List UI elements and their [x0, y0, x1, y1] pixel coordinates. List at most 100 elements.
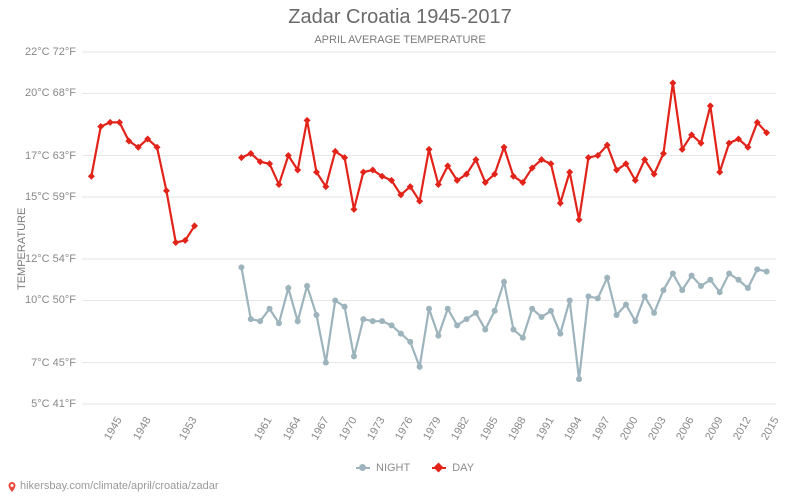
data-point [107, 119, 114, 126]
data-point [435, 333, 441, 339]
series-line [91, 83, 766, 242]
data-point [539, 314, 545, 320]
data-point [426, 146, 433, 153]
source-footer: hikersbay.com/climate/april/croatia/zada… [6, 480, 218, 492]
data-point [595, 295, 601, 301]
data-point [642, 293, 648, 299]
data-point [285, 285, 291, 291]
data-point [604, 275, 610, 281]
data-point [445, 306, 451, 312]
data-point [632, 318, 638, 324]
data-point [360, 169, 367, 176]
x-tick-label: 1970 [337, 415, 360, 442]
data-point [407, 339, 413, 345]
x-tick-label: 1979 [421, 415, 444, 442]
data-point [351, 353, 357, 359]
x-tick-label: 1973 [365, 415, 388, 442]
data-point [726, 140, 733, 147]
x-tick-label: 1961 [252, 415, 275, 442]
data-point [350, 206, 357, 213]
data-point [707, 102, 714, 109]
legend-swatch [432, 467, 446, 469]
data-point [323, 360, 329, 366]
x-tick-label: 1982 [449, 415, 472, 442]
data-point [689, 273, 695, 279]
data-point [379, 318, 385, 324]
data-point [172, 239, 179, 246]
data-point [238, 154, 245, 161]
data-point [754, 266, 760, 272]
x-tick-label: 1948 [131, 415, 154, 442]
data-point [388, 322, 394, 328]
x-tick-label: 1964 [281, 415, 304, 442]
chart-subtitle: APRIL AVERAGE TEMPERATURE [314, 34, 485, 46]
data-point [707, 277, 713, 283]
data-point [566, 169, 573, 176]
data-point [267, 306, 273, 312]
data-point [88, 173, 95, 180]
y-axis-label: TEMPERATURE [16, 208, 28, 290]
x-tick-label: 2003 [646, 415, 669, 442]
data-point [717, 289, 723, 295]
data-point [332, 297, 338, 303]
y-tick-label: 7°C 45°F [31, 357, 82, 369]
data-point [764, 268, 770, 274]
x-tick-label: 2006 [674, 415, 697, 442]
chart-title: Zadar Croatia 1945-2017 [288, 6, 511, 29]
data-point [651, 310, 657, 316]
temperature-chart: Zadar Croatia 1945-2017 APRIL AVERAGE TE… [0, 0, 800, 500]
data-point [492, 308, 498, 314]
source-url: hikersbay.com/climate/april/croatia/zada… [20, 480, 218, 492]
data-point [585, 293, 591, 299]
data-point [735, 277, 741, 283]
y-tick-label: 5°C 41°F [31, 398, 82, 410]
data-point [548, 308, 554, 314]
legend-swatch [356, 467, 370, 469]
data-point [266, 160, 273, 167]
data-point [473, 310, 479, 316]
data-point [398, 331, 404, 337]
data-point [585, 154, 592, 161]
data-point [501, 144, 508, 151]
y-tick-label: 20°C 68°F [25, 87, 82, 99]
legend-item: NIGHT [356, 462, 410, 474]
legend-item: DAY [432, 462, 474, 474]
data-point [304, 283, 310, 289]
y-tick-label: 12°C 54°F [25, 253, 82, 265]
data-point [276, 320, 282, 326]
data-point [576, 216, 583, 223]
data-point [248, 316, 254, 322]
data-point [275, 181, 282, 188]
data-point [370, 318, 376, 324]
x-tick-label: 1953 [177, 415, 200, 442]
x-tick-label: 1988 [506, 415, 529, 442]
data-point [510, 326, 516, 332]
x-tick-label: 2012 [731, 415, 754, 442]
data-point [482, 326, 488, 332]
data-point [623, 302, 629, 308]
y-tick-label: 15°C 59°F [25, 191, 82, 203]
data-point [417, 364, 423, 370]
data-point [679, 287, 685, 293]
data-point [257, 318, 263, 324]
data-point [576, 376, 582, 382]
data-point [313, 312, 319, 318]
data-point [670, 271, 676, 277]
data-point [163, 187, 170, 194]
data-point [557, 200, 564, 207]
data-point [360, 316, 366, 322]
data-point [660, 287, 666, 293]
data-point [464, 316, 470, 322]
data-point [520, 335, 526, 341]
data-point [342, 304, 348, 310]
data-point [567, 297, 573, 303]
data-point [426, 306, 432, 312]
data-point [529, 306, 535, 312]
map-pin-icon [6, 481, 16, 491]
data-point [304, 117, 311, 124]
data-point [660, 150, 667, 157]
plot-area: 5°C 41°F7°C 45°F10°C 50°F12°C 54°F15°C 5… [82, 52, 776, 404]
data-point [295, 318, 301, 324]
data-point [557, 331, 563, 337]
x-tick-label: 1967 [309, 415, 332, 442]
